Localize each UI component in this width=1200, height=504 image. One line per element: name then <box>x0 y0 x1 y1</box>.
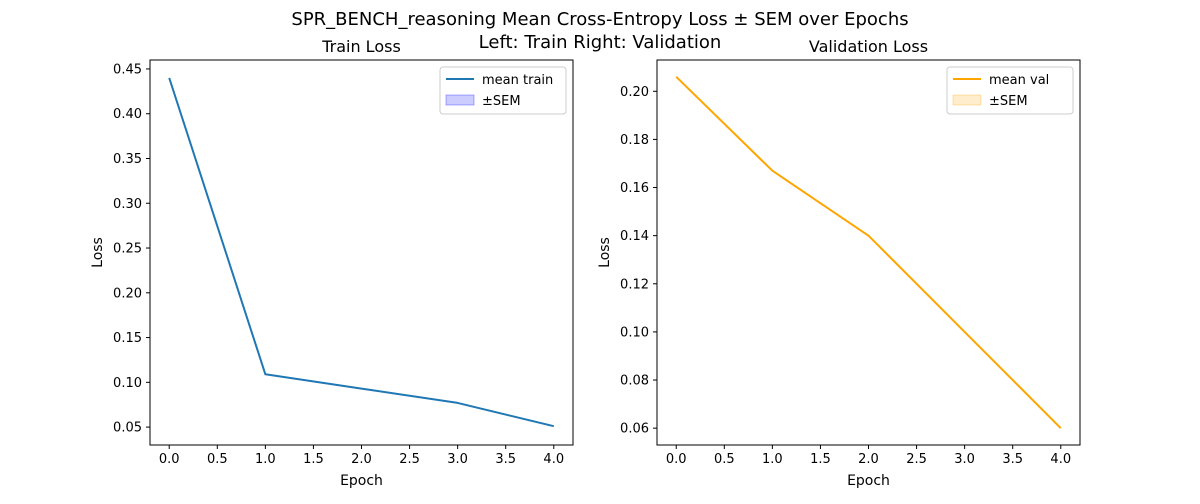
val-x-tick-label: 1.0 <box>762 452 783 467</box>
val-y-axis-label: Loss <box>597 237 613 268</box>
train-x-tick-label: 4.0 <box>543 452 564 467</box>
val-x-tick-label: 2.5 <box>906 452 927 467</box>
train-x-tick-label: 0.0 <box>159 452 180 467</box>
val-y-tick-label: 0.16 <box>620 181 649 196</box>
val-y-tick-label: 0.10 <box>620 325 649 340</box>
train-legend-sem-swatch <box>446 95 474 105</box>
train-x-tick-label: 3.5 <box>495 452 516 467</box>
val-y-tick-label: 0.12 <box>620 277 649 292</box>
train-legend-entry: ±SEM <box>482 94 521 109</box>
train-y-tick-label: 0.45 <box>113 62 142 77</box>
figure-title: SPR_BENCH_reasoning Mean Cross-Entropy L… <box>291 9 908 30</box>
train-y-tick-label: 0.25 <box>113 242 142 257</box>
train-x-tick-label: 1.5 <box>303 452 324 467</box>
val-y-tick-label: 0.14 <box>620 229 649 244</box>
validation-loss-panel: Validation Loss 0.0 0.5 1.0 1.5 2.0 2.5 3.0 3.5 4… <box>597 37 1080 489</box>
val-chart-title: Validation Loss <box>809 37 928 56</box>
train-x-axis-label: Epoch <box>340 473 383 489</box>
train-x-tick-label: 2.5 <box>399 452 420 467</box>
train-y-tick-label: 0.40 <box>113 107 142 122</box>
val-x-tick-label: 0.0 <box>666 452 687 467</box>
val-x-tick-label: 3.0 <box>954 452 975 467</box>
train-loss-panel: Train Loss 0.0 0.5 1.0 1.5 2.0 2.5 3.0 3.5 4.0 0.0… <box>90 37 573 489</box>
train-plot-area <box>150 60 573 445</box>
val-plot-area <box>657 60 1080 445</box>
val-y-tick-label: 0.20 <box>620 85 649 100</box>
train-y-tick-label: 0.35 <box>113 152 142 167</box>
val-legend-entry: mean val <box>989 73 1049 88</box>
train-y-tick-label: 0.30 <box>113 197 142 212</box>
val-x-tick-label: 4.0 <box>1050 452 1071 467</box>
val-legend: mean val ±SEM <box>947 67 1073 114</box>
train-x-tick-label: 0.5 <box>207 452 228 467</box>
val-x-axis-label: Epoch <box>847 473 890 489</box>
train-x-tick-label: 2.0 <box>351 452 372 467</box>
val-x-tick-label: 1.5 <box>810 452 831 467</box>
train-y-tick-label: 0.05 <box>113 421 142 436</box>
val-y-tick-label: 0.18 <box>620 133 649 148</box>
val-legend-entry: ±SEM <box>989 94 1028 109</box>
val-x-tick-label: 0.5 <box>714 452 735 467</box>
train-x-tick-label: 1.0 <box>255 452 276 467</box>
train-legend: mean train ±SEM <box>440 67 566 114</box>
train-y-axis-label: Loss <box>90 237 106 268</box>
train-y-tick-label: 0.20 <box>113 286 142 301</box>
train-y-tick-label: 0.15 <box>113 331 142 346</box>
train-x-tick-label: 3.0 <box>447 452 468 467</box>
train-chart-title: Train Loss <box>321 37 401 56</box>
val-y-tick-label: 0.06 <box>620 422 649 437</box>
val-y-tick-label: 0.08 <box>620 374 649 389</box>
train-legend-entry: mean train <box>482 73 553 88</box>
val-x-tick-label: 2.0 <box>858 452 879 467</box>
train-y-tick-label: 0.10 <box>113 376 142 391</box>
val-x-tick-label: 3.5 <box>1002 452 1023 467</box>
figure-subtitle: Left: Train Right: Validation <box>479 32 722 53</box>
val-legend-sem-swatch <box>953 95 981 105</box>
